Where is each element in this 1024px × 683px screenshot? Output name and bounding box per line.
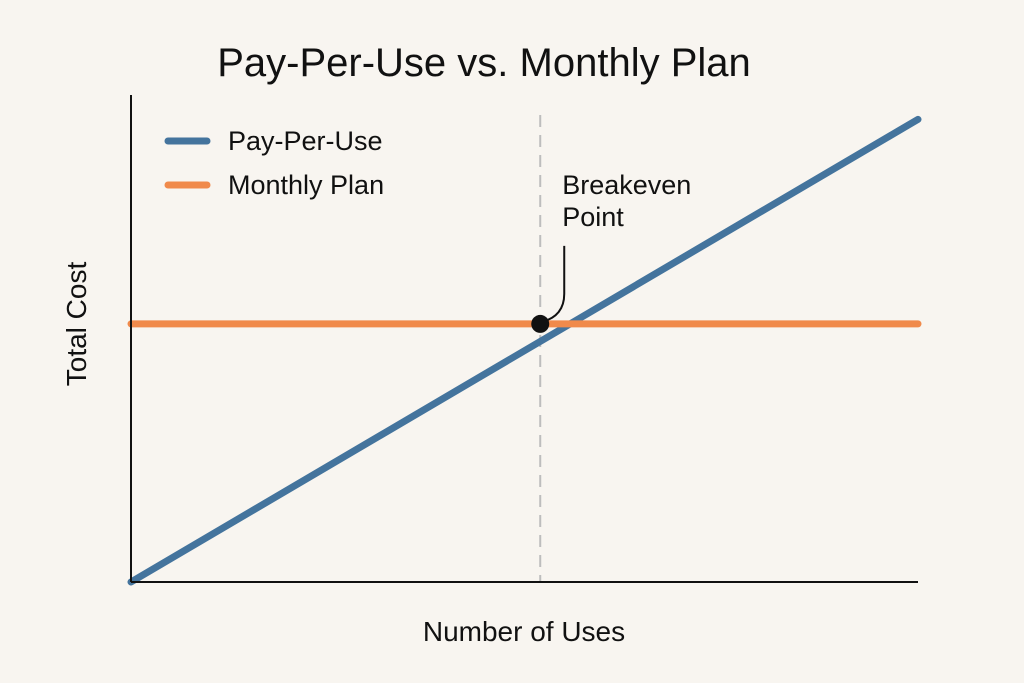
annotation-layer: Breakeven Point bbox=[531, 170, 691, 333]
legend-label: Pay-Per-Use bbox=[228, 126, 383, 156]
chart-title: Pay-Per-Use vs. Monthly Plan bbox=[217, 41, 751, 85]
x-axis-label: Number of Uses bbox=[423, 616, 625, 647]
series-layer bbox=[127, 115, 922, 586]
annotation-label: Breakeven Point bbox=[562, 170, 691, 232]
legend: Pay-Per-Use Monthly Plan bbox=[164, 126, 384, 200]
series-line-pay-per-use bbox=[127, 115, 922, 586]
legend-label: Monthly Plan bbox=[228, 170, 384, 200]
breakeven-point-marker bbox=[531, 314, 550, 333]
y-axis-label: Total Cost bbox=[61, 262, 92, 387]
annotation-leader-line bbox=[541, 245, 566, 323]
